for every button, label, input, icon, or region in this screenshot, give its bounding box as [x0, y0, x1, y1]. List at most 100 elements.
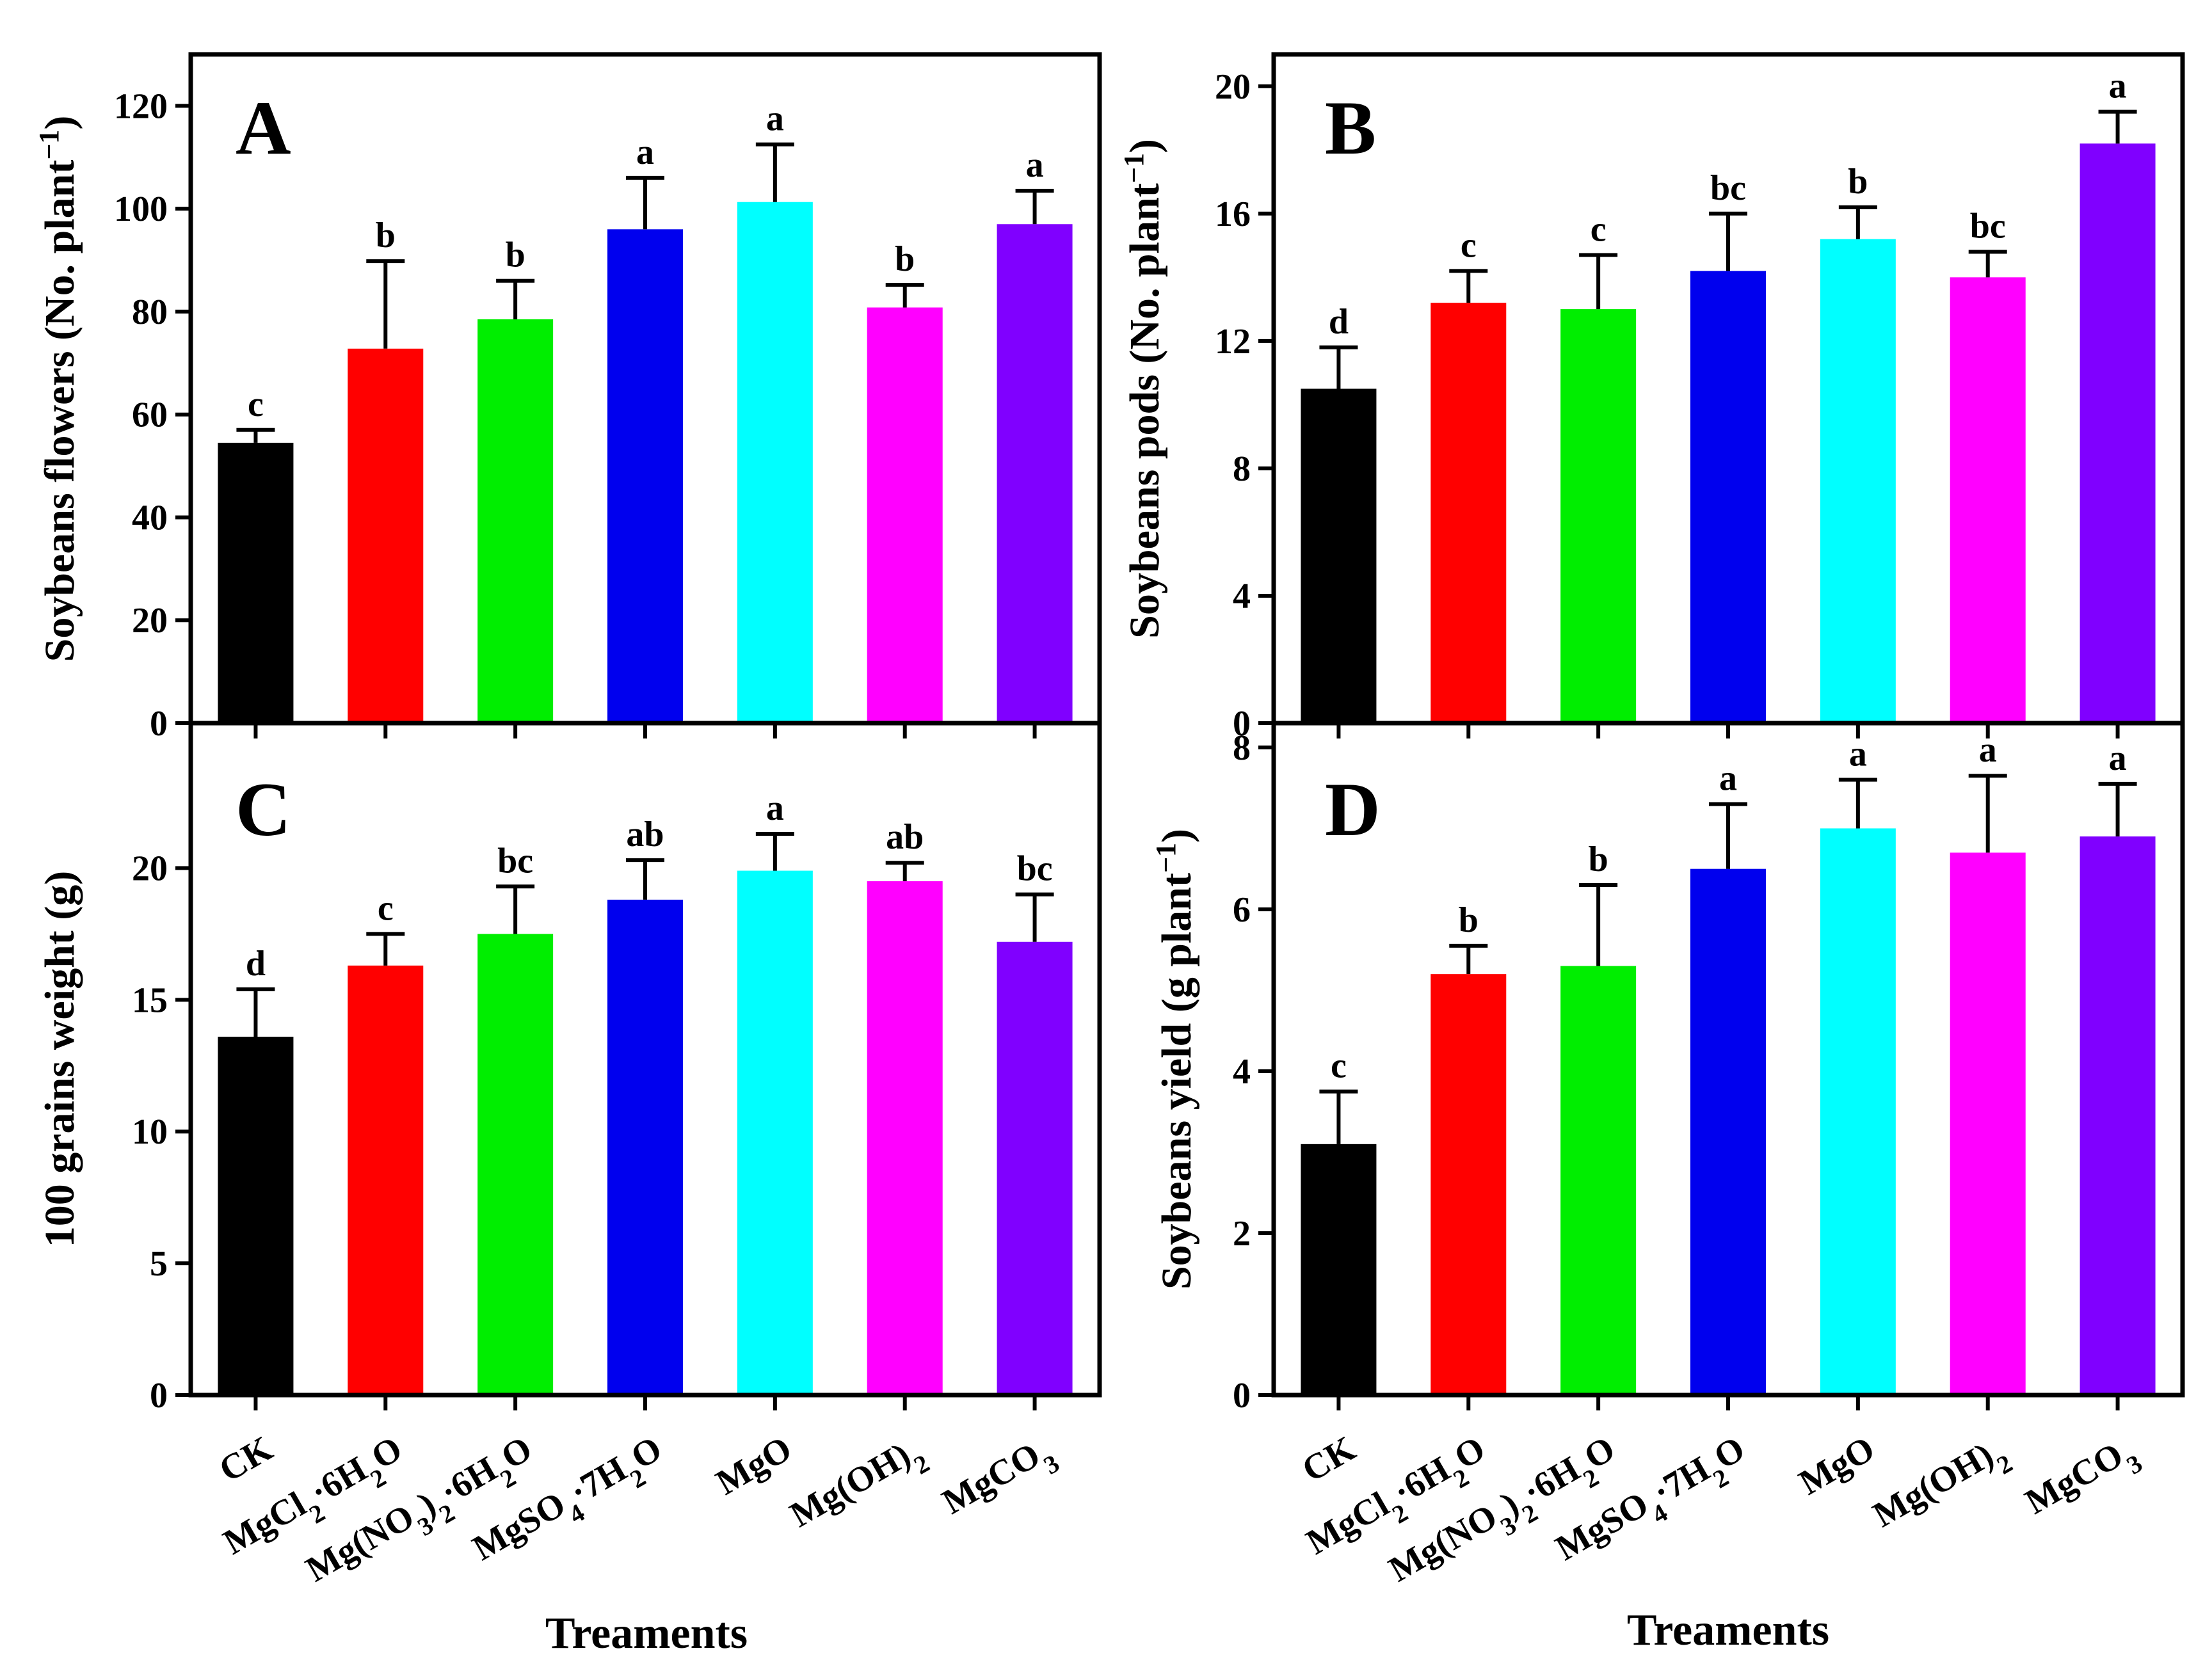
plot-frame	[188, 721, 1102, 1398]
bar-mgoh2	[867, 881, 943, 1395]
significance-letter: bc	[1710, 168, 1746, 208]
x-tick-label-mgco3: MgCO3	[2019, 1429, 2147, 1533]
y-tick-label: 20	[1215, 67, 1251, 107]
significance-letter: a	[636, 132, 654, 172]
significance-letter: a	[766, 788, 784, 828]
bar-mgo	[737, 870, 813, 1395]
x-tick-label-mgso4: MgSO4·7H2O	[466, 1429, 674, 1579]
significance-letter: a	[2109, 738, 2127, 778]
bar-mgcl2	[1431, 974, 1507, 1395]
bar-mgcl2	[348, 348, 424, 723]
y-tick-label: 5	[150, 1244, 168, 1284]
significance-letter: a	[1026, 145, 1044, 185]
bar-mgso4	[607, 899, 683, 1395]
x-tick-label-mgco3: MgCO3	[936, 1429, 1064, 1533]
significance-letter: bc	[1017, 849, 1053, 889]
panel-b: d c c bc b bc a 0 4 8 12 16 20 B Soybeans pods (No. pl…	[1118, 52, 2185, 744]
significance-letter: c	[1591, 210, 1607, 250]
x-tick-label-mgoh2: Mg(OH)2	[1866, 1429, 2017, 1545]
significance-letter: bc	[497, 841, 533, 881]
y-tick-label: 15	[132, 980, 168, 1020]
y-tick-label: 8	[1233, 728, 1251, 768]
bar-mgo	[1820, 828, 1896, 1395]
bar-mgso4	[607, 229, 683, 723]
significance-letter: c	[1331, 1046, 1347, 1086]
y-tick-label: 4	[1233, 577, 1251, 616]
x-axis-title-right: Treaments	[1627, 1606, 1829, 1655]
significance-letter: c	[378, 888, 394, 928]
plot-frame	[1271, 721, 2185, 1398]
y-tick-label: 6	[1233, 890, 1251, 930]
y-tick-label: 10	[132, 1112, 168, 1152]
bar-mgso4	[1690, 868, 1766, 1395]
y-tick-label: 4	[1233, 1052, 1251, 1092]
significance-letter: b	[1848, 162, 1868, 202]
significance-letter: d	[246, 944, 266, 984]
panel-a: c b b a a b a 0 20 40 60 80 100 120 A Soybeans flowers …	[33, 52, 1102, 744]
significance-letter: b	[376, 216, 396, 255]
bar-mgco3	[997, 941, 1073, 1395]
significance-letter: b	[506, 235, 525, 275]
y-tick-label: 8	[1233, 449, 1251, 489]
panel-d: c b b a a a a 0 2 4 6 8 D Soybeans yield (g plant−1) C…	[1150, 721, 2185, 1590]
significance-letter: b	[1459, 900, 1479, 940]
bar-ck	[1301, 388, 1377, 723]
y-axis-title: Soybeans pods (No. plant−1)	[1118, 139, 1169, 639]
y-tick-label: 0	[150, 1376, 168, 1416]
bar-mgno3	[477, 934, 554, 1395]
y-tick-label: 40	[132, 498, 168, 538]
significance-letter: b	[895, 239, 915, 279]
significance-letter: bc	[1970, 207, 2006, 246]
x-tick-label-ck: CK	[212, 1428, 279, 1490]
significance-letter: a	[1719, 759, 1737, 799]
x-axis-title-left: Treaments	[545, 1609, 748, 1658]
y-tick-label: 80	[132, 292, 168, 332]
panel-label: B	[1325, 85, 1376, 170]
bar-mgco3	[2080, 143, 2156, 724]
significance-letter: a	[1979, 730, 1997, 770]
y-tick-label: 100	[114, 189, 168, 229]
significance-letter: c	[1461, 225, 1477, 265]
panel-label: C	[236, 767, 291, 852]
x-tick-label-mgoh2: Mg(OH)2	[783, 1429, 934, 1545]
bar-mgno3	[1560, 966, 1637, 1395]
y-tick-label: 2	[1233, 1214, 1251, 1254]
x-tick-label-mgo: MgO	[710, 1429, 799, 1503]
significance-letter: a	[2109, 67, 2127, 106]
significance-letter: d	[1329, 302, 1349, 342]
panel-c: d c bc ab a ab bc 0 5 10 15 20 C 100 grains weight (g…	[36, 721, 1102, 1590]
bar-mgoh2	[1950, 852, 2026, 1395]
y-tick-label: 0	[150, 704, 168, 744]
y-tick-label: 20	[132, 849, 168, 888]
x-tick-label-mgso4: MgSO4·7H2O	[1549, 1429, 1757, 1579]
bar-mgcl2	[1431, 303, 1507, 724]
bar-mgoh2	[867, 307, 943, 723]
bar-mgoh2	[1950, 277, 2026, 723]
bar-ck	[218, 1037, 294, 1395]
y-tick-label: 120	[114, 86, 168, 126]
bar-mgcl2	[348, 965, 424, 1395]
y-axis-title: 100 grains weight (g)	[36, 871, 83, 1247]
panel-label: A	[236, 85, 291, 170]
bar-mgco3	[997, 224, 1073, 723]
y-tick-label: 60	[132, 395, 168, 435]
bar-mgso4	[1690, 271, 1766, 723]
x-tick-label-mgo: MgO	[1793, 1429, 1882, 1503]
significance-letter: b	[1589, 840, 1608, 879]
bar-mgno3	[477, 319, 554, 723]
significance-letter: a	[1849, 735, 1867, 774]
bar-mgo	[1820, 239, 1896, 724]
x-tick-label-ck: CK	[1295, 1428, 1362, 1490]
y-axis-title: Soybeans yield (g plant−1)	[1150, 829, 1201, 1289]
y-tick-label: 0	[1233, 704, 1251, 744]
significance-letter: ab	[626, 815, 664, 854]
y-tick-label: 20	[132, 601, 168, 641]
significance-letter: ab	[886, 817, 924, 857]
panel-label: D	[1325, 767, 1381, 852]
bar-mgo	[737, 202, 813, 723]
significance-letter: c	[248, 385, 264, 424]
y-tick-label: 0	[1233, 1376, 1251, 1416]
significance-letter: a	[766, 99, 784, 139]
bar-mgco3	[2080, 836, 2156, 1395]
